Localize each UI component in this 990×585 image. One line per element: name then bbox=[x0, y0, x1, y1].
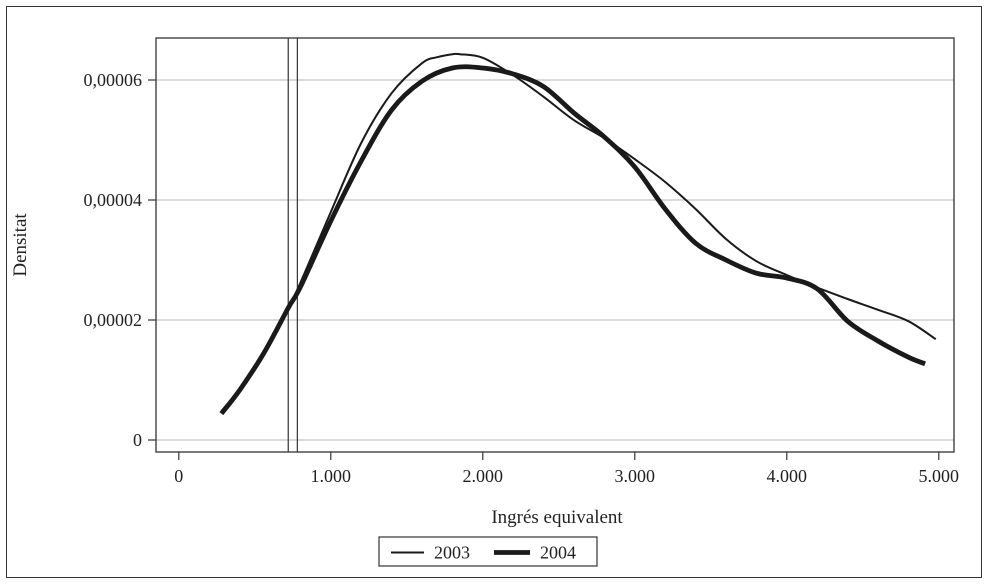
gridlines bbox=[156, 79, 954, 441]
legend: 2003 2004 bbox=[378, 536, 598, 567]
series-line-2004 bbox=[219, 64, 926, 416]
plot-border bbox=[155, 37, 955, 453]
x-axis-label: Ingrés equivalent bbox=[491, 507, 623, 528]
x-tick-label: 4.000 bbox=[767, 466, 808, 486]
x-axis: 0 1.000 2.000 3.000 4.000 5.000 bbox=[174, 452, 959, 486]
x-tick-label: 5.000 bbox=[919, 466, 960, 486]
series-layer bbox=[219, 52, 937, 416]
y-tick-label: 0,00006 bbox=[84, 70, 143, 90]
y-tick-label: 0,00002 bbox=[84, 310, 143, 330]
y-tick-label: 0 bbox=[133, 430, 142, 450]
chart-frame bbox=[6, 6, 982, 578]
y-axis: 0 0,00002 0,00004 0,00006 bbox=[84, 70, 156, 450]
y-axis-label: Densitat bbox=[10, 213, 31, 277]
x-tick-label: 2.000 bbox=[463, 466, 504, 486]
legend-label-2003: 2003 bbox=[434, 543, 470, 563]
x-tick-label: 0 bbox=[174, 466, 183, 486]
x-tick-label: 1.000 bbox=[311, 466, 352, 486]
plot-area bbox=[156, 38, 954, 452]
reference-lines bbox=[287, 38, 298, 452]
legend-label-2004: 2004 bbox=[540, 543, 576, 563]
x-tick-label: 3.000 bbox=[615, 466, 656, 486]
y-tick-label: 0,00004 bbox=[84, 190, 143, 210]
